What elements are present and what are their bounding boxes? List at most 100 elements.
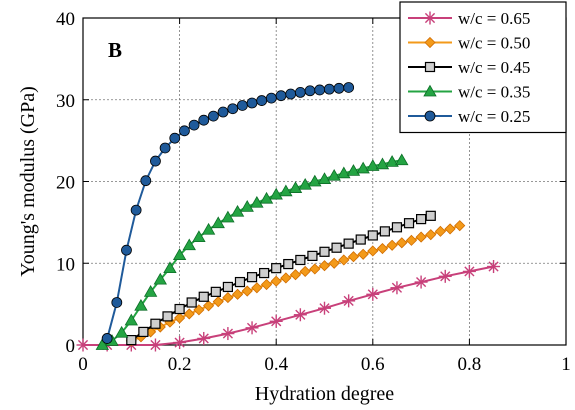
data-point xyxy=(338,254,350,266)
data-point xyxy=(192,230,206,242)
data-point xyxy=(130,204,142,216)
legend-marker xyxy=(424,61,436,73)
marker-stroke xyxy=(488,261,499,272)
data-point xyxy=(230,204,245,217)
data-point xyxy=(203,300,215,312)
data-point xyxy=(323,83,335,95)
series-2 xyxy=(126,210,436,346)
data-point xyxy=(375,157,390,170)
data-point xyxy=(188,119,200,131)
data-point xyxy=(425,229,437,241)
x-tick-label: 1 xyxy=(561,354,571,375)
data-point xyxy=(434,225,446,237)
data-point xyxy=(222,281,233,293)
data-point xyxy=(179,125,190,137)
data-point xyxy=(198,114,210,126)
data-point xyxy=(275,90,287,102)
legend-label: w/c = 0.50 xyxy=(458,34,530,53)
x-axis-label: Hydration degree xyxy=(255,383,395,405)
legend-marker xyxy=(423,84,437,97)
data-point xyxy=(76,338,90,352)
data-point xyxy=(379,226,390,237)
data-point xyxy=(395,153,409,166)
data-point xyxy=(347,251,360,263)
data-point xyxy=(245,321,259,335)
marker-stroke xyxy=(198,333,209,344)
data-point xyxy=(355,234,366,245)
data-point xyxy=(403,218,415,229)
data-point xyxy=(462,264,476,278)
marker-stroke xyxy=(416,276,427,288)
data-point xyxy=(138,326,149,338)
data-point xyxy=(328,257,340,269)
data-point xyxy=(201,222,216,235)
data-point xyxy=(221,327,235,341)
data-point xyxy=(307,250,318,261)
data-point xyxy=(114,325,129,338)
data-point xyxy=(95,338,110,350)
data-point xyxy=(415,231,427,243)
data-point xyxy=(357,248,369,260)
data-point xyxy=(405,234,418,246)
data-point xyxy=(385,155,399,167)
y-tick-label: 30 xyxy=(56,91,75,112)
data-point xyxy=(153,272,167,285)
data-point xyxy=(217,106,229,118)
data-point xyxy=(327,168,341,181)
data-point xyxy=(159,142,171,154)
data-point xyxy=(283,258,294,270)
data-point xyxy=(444,223,456,235)
data-point xyxy=(309,263,321,275)
marker-stroke xyxy=(367,289,378,300)
data-point xyxy=(227,103,239,115)
x-tick-label: 0 xyxy=(78,354,88,375)
data-point xyxy=(169,132,181,144)
data-point xyxy=(319,246,330,257)
data-point xyxy=(211,216,225,229)
marker-stroke xyxy=(424,12,436,24)
data-point xyxy=(124,313,138,326)
data-point xyxy=(333,82,345,94)
data-point xyxy=(140,175,152,187)
data-point xyxy=(366,159,380,171)
data-point xyxy=(222,292,234,304)
data-point xyxy=(126,334,137,346)
marker-stroke xyxy=(391,282,403,293)
data-point xyxy=(186,297,197,308)
data-point xyxy=(208,110,219,122)
data-point xyxy=(454,220,466,232)
data-point xyxy=(279,184,293,197)
legend-label: w/c = 0.35 xyxy=(458,83,530,102)
data-point xyxy=(304,85,316,97)
series-line xyxy=(101,159,402,346)
legend-label: w/c = 0.25 xyxy=(458,107,530,126)
data-point xyxy=(342,294,356,308)
data-point xyxy=(256,95,268,106)
data-point xyxy=(221,210,235,223)
series-4 xyxy=(101,82,355,344)
legend-label: w/c = 0.65 xyxy=(458,9,530,28)
data-point xyxy=(163,261,177,274)
data-point xyxy=(280,272,292,284)
data-point xyxy=(308,174,322,187)
data-point xyxy=(174,312,186,324)
data-point xyxy=(183,308,195,320)
data-point xyxy=(396,237,408,249)
data-point xyxy=(317,172,332,184)
data-point xyxy=(210,286,221,297)
x-tick-label: 0.6 xyxy=(361,354,385,375)
data-point xyxy=(318,301,331,315)
marker-stroke xyxy=(319,303,330,314)
data-point xyxy=(101,333,113,344)
data-point xyxy=(391,222,403,233)
data-point xyxy=(197,331,211,345)
data-point xyxy=(246,97,258,109)
series-layer xyxy=(76,82,501,352)
data-point xyxy=(293,308,307,322)
data-point xyxy=(174,303,185,315)
marker-stroke xyxy=(174,337,185,348)
series-3 xyxy=(95,153,409,350)
data-point xyxy=(150,155,161,167)
marker-stroke xyxy=(464,266,475,277)
